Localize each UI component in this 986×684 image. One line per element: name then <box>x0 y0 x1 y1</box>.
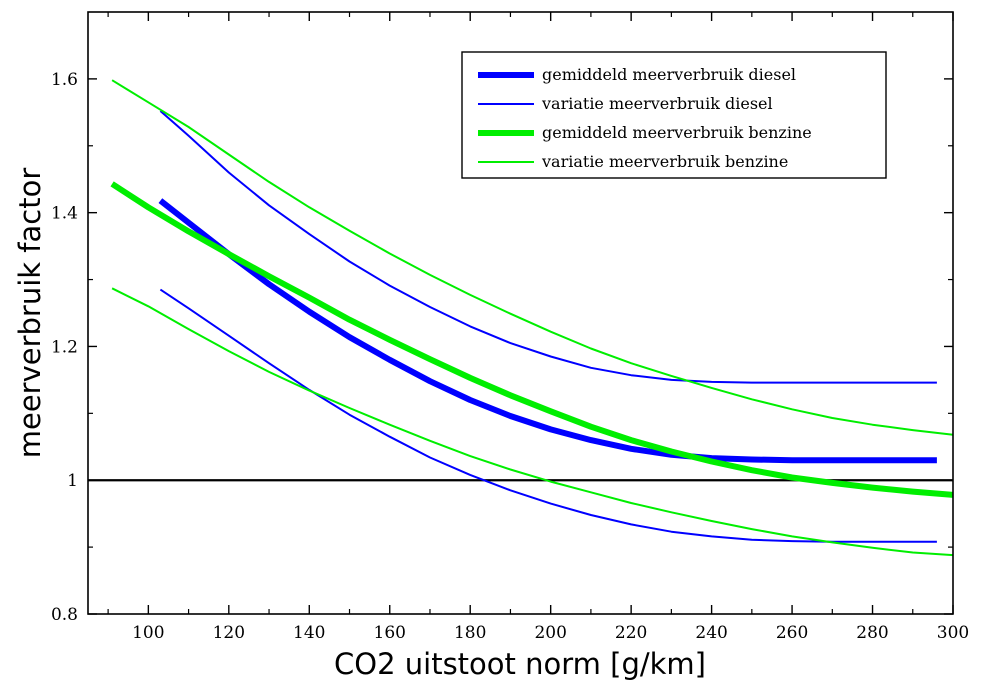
x-axis-title: CO2 uitstoot norm [g/km] <box>334 647 706 681</box>
series-line-variatie-meerverbruik-diesel <box>159 110 937 384</box>
x-tick-label: 280 <box>856 623 888 643</box>
y-tick-label: 0.8 <box>51 605 78 625</box>
x-tick-label: 260 <box>776 623 808 643</box>
legend-label: variatie meerverbruik diesel <box>541 94 773 113</box>
x-tick-label: 140 <box>293 623 325 643</box>
x-tick-label: 120 <box>213 623 245 643</box>
y-tick-label: 1.6 <box>51 70 78 90</box>
legend-label: gemiddeld meerverbruik diesel <box>542 65 796 84</box>
x-tick-label: 160 <box>374 623 406 643</box>
series-layer <box>110 79 954 557</box>
x-tick-label: 100 <box>132 623 164 643</box>
x-tick-label: 220 <box>615 623 647 643</box>
x-axis: 100 120 140 160 180 200 220 240 260 280 300 <box>107 12 969 643</box>
x-tick-label: 180 <box>454 623 486 643</box>
legend: gemiddeld meerverbruik diesel variatie me… <box>461 51 887 179</box>
x-tick-label: 200 <box>534 623 566 643</box>
y-tick-label: 1 <box>67 471 78 491</box>
x-tick-label: 300 <box>937 623 969 643</box>
legend-label: gemiddeld meerverbruik benzine <box>542 123 812 142</box>
series-line-variatie-meerverbruik-benzine <box>111 79 954 436</box>
series-line-variatie-lower-5 <box>111 287 954 557</box>
series-line-gemiddeld-meerverbruik-benzine <box>110 181 954 498</box>
plot-frame <box>87 11 954 615</box>
legend-label: variatie meerverbruik benzine <box>541 152 788 171</box>
y-axis: 0.8 1 1.2 1.4 1.6 <box>51 70 953 625</box>
series-line-variatie-lower-2 <box>159 288 937 543</box>
series-line-gemiddeld-meerverbruik-diesel <box>158 198 937 464</box>
y-axis-title: meerverbruik factor <box>13 168 47 459</box>
y-tick-label: 1.2 <box>51 337 78 357</box>
y-tick-label: 1.4 <box>51 204 78 224</box>
x-tick-label: 240 <box>695 623 727 643</box>
